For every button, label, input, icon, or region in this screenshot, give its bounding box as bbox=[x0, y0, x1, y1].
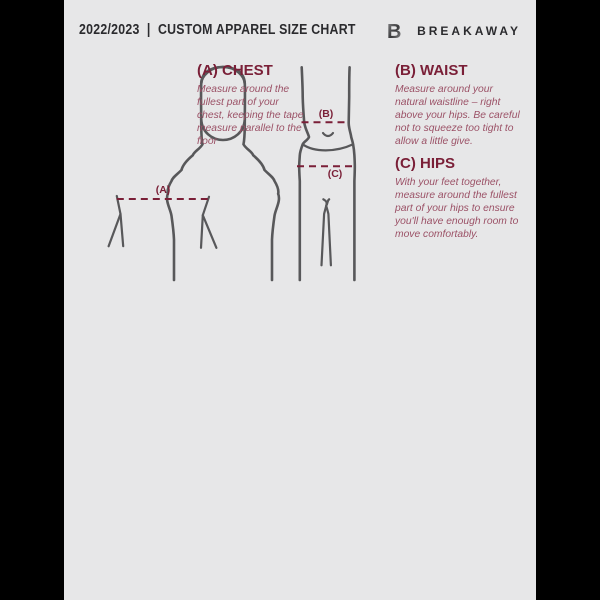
svg-text:(C): (C) bbox=[328, 168, 343, 180]
svg-text:(B): (B) bbox=[319, 108, 334, 120]
